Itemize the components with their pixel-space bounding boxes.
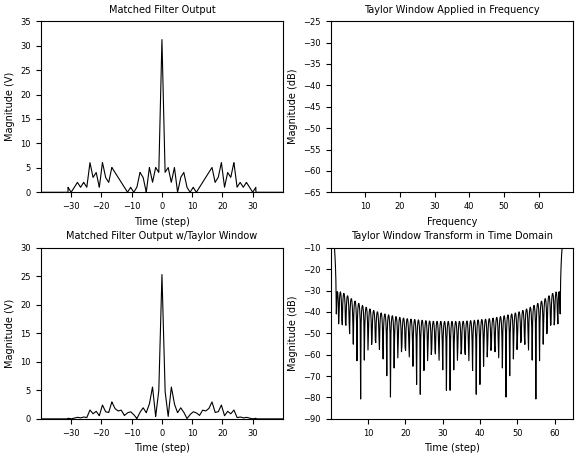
- Title: Taylor Window Transform in Time Domain: Taylor Window Transform in Time Domain: [351, 231, 553, 241]
- Y-axis label: Magnitude (V): Magnitude (V): [5, 72, 15, 142]
- Y-axis label: Magnitude (dB): Magnitude (dB): [288, 295, 298, 371]
- Y-axis label: Magnitude (V): Magnitude (V): [5, 299, 15, 368]
- Title: Taylor Window Applied in Frequency: Taylor Window Applied in Frequency: [364, 5, 540, 15]
- Title: Matched Filter Output w/Taylor Window: Matched Filter Output w/Taylor Window: [66, 231, 258, 241]
- Title: Matched Filter Output: Matched Filter Output: [109, 5, 215, 15]
- Y-axis label: Magnitude (dB): Magnitude (dB): [288, 69, 298, 144]
- X-axis label: Frequency: Frequency: [427, 217, 477, 227]
- X-axis label: Time (step): Time (step): [424, 443, 480, 453]
- X-axis label: Time (step): Time (step): [134, 443, 190, 453]
- X-axis label: Time (step): Time (step): [134, 217, 190, 227]
